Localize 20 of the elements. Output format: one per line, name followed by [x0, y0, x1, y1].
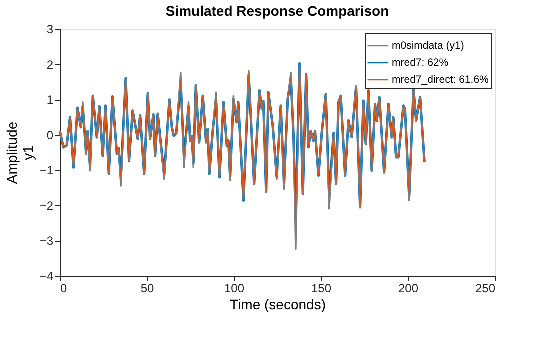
x-tick-label: 250 — [475, 282, 496, 296]
x-tick-label: 150 — [311, 282, 332, 296]
chart-title: Simulated Response Comparison — [166, 3, 390, 19]
y-tick-label: 2 — [46, 58, 54, 72]
y-tick-label: −1 — [40, 164, 54, 178]
x-tick-label: 0 — [60, 282, 68, 296]
legend-label: mred7_direct: 61.6% — [392, 74, 489, 86]
y-tick-label: −2 — [40, 198, 54, 213]
y-tick-label: −4 — [40, 270, 54, 284]
x-axis-title: Time (seconds) — [230, 296, 326, 312]
legend-label: m0simdata (y1) — [392, 40, 464, 52]
y-tick-label: 3 — [46, 22, 54, 36]
y-axis-title: Amplitude y1 — [4, 122, 36, 184]
x-tick-label: 200 — [398, 282, 419, 296]
legend-label: mred7: 62% — [392, 57, 449, 69]
y-tick-label: 1 — [46, 93, 54, 108]
x-tick-label: 100 — [224, 282, 245, 296]
x-tick-label: 50 — [140, 282, 154, 296]
y-tick-label: 0 — [46, 128, 54, 142]
y-tick-label: −3 — [40, 234, 54, 248]
